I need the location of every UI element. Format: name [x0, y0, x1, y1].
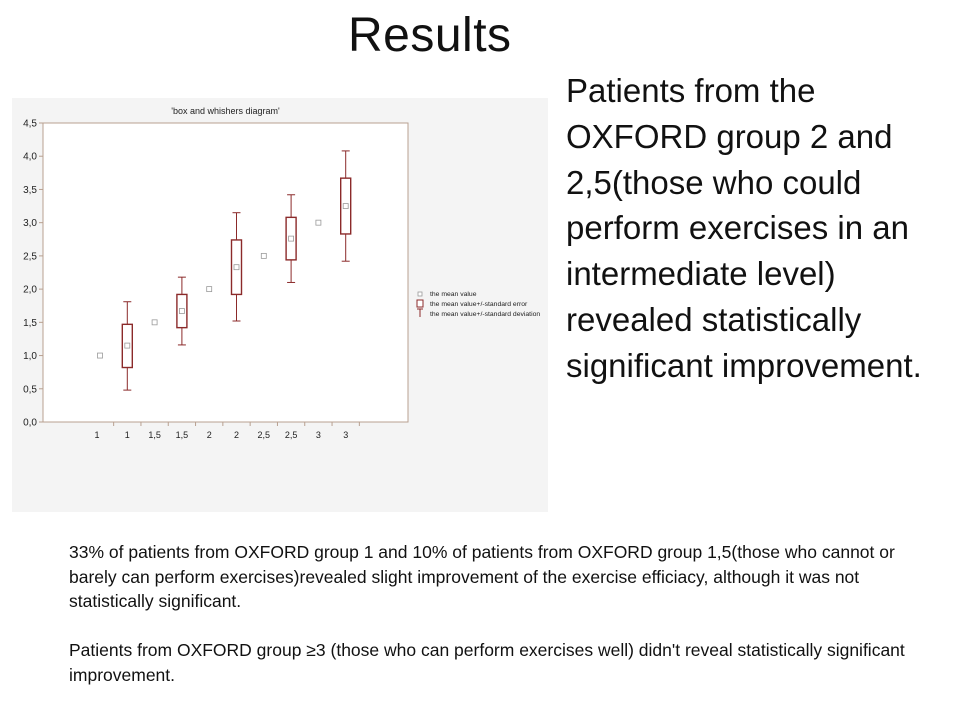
y-tick-label: 0,5: [23, 384, 37, 395]
legend-label: the mean value+/-standard error: [430, 301, 528, 308]
legend-label: the mean value+/-standard deviation: [430, 311, 540, 318]
mean-marker: [151, 319, 158, 326]
x-tick-label: 2: [207, 430, 212, 440]
y-tick-label: 1,5: [23, 318, 37, 329]
mean-marker: [97, 352, 103, 359]
x-tick-label: 1,5: [148, 430, 161, 440]
y-tick-label: 2,5: [23, 251, 37, 262]
x-tick-label: 1: [94, 430, 99, 440]
y-tick-label: 4,0: [23, 152, 37, 163]
mean-marker: [288, 235, 295, 242]
chart-canvas: 'box and whishers diagram' 0,0 0,5 1,0 1,5 2,…: [23, 106, 540, 440]
mean-marker: [315, 219, 322, 226]
x-tick-label: 3: [316, 430, 321, 440]
mean-marker: [206, 286, 213, 293]
y-tick-label: 3,0: [23, 218, 37, 229]
mean-marker: [233, 264, 240, 271]
x-tick-label: 2,5: [285, 430, 298, 440]
x-tick-label: 1,5: [176, 430, 189, 440]
details-text: 33% of patients from OXFORD group 1 and …: [69, 540, 939, 687]
y-tick-label: 4,5: [23, 119, 37, 130]
legend-symbol-mean: [417, 291, 423, 297]
mean-marker: [260, 252, 267, 259]
y-tick-label: 2,0: [23, 285, 37, 296]
plot-area: [42, 122, 409, 423]
x-tick-label: 2,5: [258, 430, 271, 440]
mean-marker: [178, 308, 185, 314]
mean-marker: [342, 203, 349, 209]
legend-symbol-se: [416, 299, 424, 308]
x-tick-label: 3: [343, 430, 348, 440]
y-tick-label: 0,0: [23, 418, 37, 429]
x-tick-label: 2: [234, 430, 239, 440]
mean-marker: [124, 342, 131, 349]
paragraph-group-3: Patients from OXFORD group ≥3 (those who…: [69, 640, 905, 685]
y-tick-label: 1,0: [23, 351, 37, 362]
box-whisker-chart: 'box and whishers diagram' 0,0 0,5 1,0 1,5 2,…: [12, 98, 548, 512]
x-tick-label: 1: [125, 430, 130, 440]
paragraph-gap: [69, 614, 939, 639]
legend-label: the mean value: [430, 291, 477, 298]
y-tick-label: 3,5: [23, 185, 37, 196]
chart-title: 'box and whishers diagram': [171, 106, 280, 116]
summary-text: Patients from the OXFORD group 2 and 2,5…: [566, 72, 922, 384]
slide-title: Results: [348, 9, 512, 62]
paragraph-group-1-1-5: 33% of patients from OXFORD group 1 and …: [69, 542, 895, 611]
